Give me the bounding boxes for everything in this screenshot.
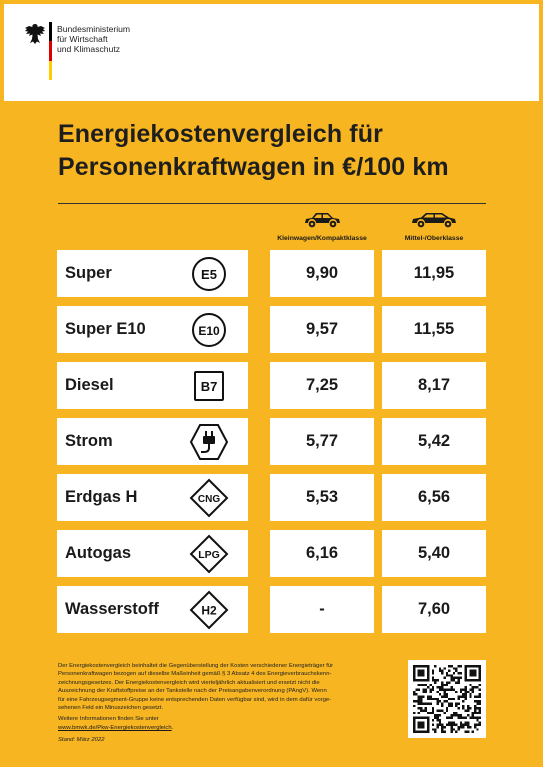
ministry-line: und Klimaschutz <box>57 44 121 54</box>
badge-label: B7 <box>201 379 218 394</box>
footnote-line: zeichnungsgesetzes. Der Energiekostenver… <box>58 679 320 686</box>
value-cell-small: 6,16 <box>270 530 374 577</box>
badge-label: E5 <box>201 267 217 282</box>
footnote: Der Energiekostenvergleich beinhaltet di… <box>58 662 404 745</box>
column-label: Mittel-/Oberklasse <box>404 235 464 242</box>
cng-badge-icon: CNG <box>189 478 229 518</box>
link-suffix: . <box>171 724 174 731</box>
price-value: 7,60 <box>417 600 451 618</box>
value-cell-small: 7,25 <box>270 362 374 409</box>
electric-plug-hexagon-icon <box>189 422 229 462</box>
page-title: Energiekostenvergleich für Personenkraft… <box>58 118 498 184</box>
fuel-name: Erdgas H <box>65 488 138 506</box>
fuel-name: Autogas <box>65 544 131 562</box>
qr-code-icon <box>413 665 481 733</box>
badge-label: LPG <box>198 549 220 561</box>
h2-badge-icon: H2 <box>189 590 229 630</box>
ministry-line: für Wirtschaft <box>57 34 108 44</box>
price-value: 8,17 <box>417 376 451 394</box>
fuel-row-diesel: Diesel B7 7,25 8,17 <box>57 362 487 409</box>
fuel-name-cell: Super E10 E10 <box>57 306 248 353</box>
column-header-large-cars: Mittel-/Oberklasse <box>382 211 486 242</box>
b7-badge-icon: B7 <box>189 366 229 406</box>
price-value: 5,53 <box>305 488 339 506</box>
price-value: - <box>319 600 325 618</box>
fuel-name: Super <box>65 264 112 282</box>
footnote-line: Personenkraftwagen bezogen auf dieselbe … <box>58 671 332 678</box>
price-value: 5,77 <box>305 432 339 450</box>
price-value: 11,95 <box>413 264 455 282</box>
title-divider <box>58 203 486 204</box>
value-cell-large: 11,55 <box>382 306 486 353</box>
fuel-name-cell: Strom <box>57 418 248 465</box>
more-info-link-line: www.bmwk.de/Pkw-Energiekostenvergleich. <box>58 724 404 732</box>
price-value: 7,25 <box>305 376 339 394</box>
stand-date: Stand: März 2022 <box>58 737 105 744</box>
value-cell-large: 11,95 <box>382 250 486 297</box>
fuel-name: Super E10 <box>65 320 146 338</box>
column-header-small-cars: Kleinwagen/Kompaktklasse <box>270 211 374 242</box>
value-cell-small: 9,90 <box>270 250 374 297</box>
info-link[interactable]: www.bmwk.de/Pkw-Energiekostenvergleich <box>58 724 172 731</box>
value-cell-large: 5,42 <box>382 418 486 465</box>
fuel-row-super: Super E5 9,90 11,95 <box>57 250 487 297</box>
fuel-name-cell: Wasserstoff H2 <box>57 586 248 633</box>
value-cell-large: 8,17 <box>382 362 486 409</box>
value-cell-small: 9,57 <box>270 306 374 353</box>
price-value: 9,90 <box>305 264 339 282</box>
title-line: Energiekostenvergleich für <box>58 120 383 148</box>
footnote-text: Der Energiekostenvergleich beinhaltet di… <box>58 662 404 712</box>
fuel-row-autogas: Autogas LPG 6,16 5,40 <box>57 530 487 577</box>
fuel-name-cell: Erdgas H CNG <box>57 474 248 521</box>
price-value: 6,16 <box>305 544 339 562</box>
fuel-name-cell: Diesel B7 <box>57 362 248 409</box>
value-cell-small: 5,53 <box>270 474 374 521</box>
fuel-name: Strom <box>65 432 113 450</box>
fuel-row-strom: Strom 5,77 5,42 <box>57 418 487 465</box>
price-value: 9,57 <box>305 320 339 338</box>
value-cell-large: 7,60 <box>382 586 486 633</box>
fuel-name: Wasserstoff <box>65 600 159 618</box>
column-label: Kleinwagen/Kompaktklasse <box>277 235 367 242</box>
value-cell-large: 6,56 <box>382 474 486 521</box>
fuel-row-wasserstoff: Wasserstoff H2 - 7,60 <box>57 586 487 633</box>
footnote-line: Auszeichnung der Kraftstoffpreise an der… <box>58 688 327 695</box>
value-cell-small: 5,77 <box>270 418 374 465</box>
more-info-text: Weitere Informationen finden Sie unter <box>58 716 159 723</box>
ministry-logo: Bundesministerium für Wirtschaft und Kli… <box>24 22 134 82</box>
price-value: 5,42 <box>417 432 451 450</box>
fuel-name-cell: Autogas LPG <box>57 530 248 577</box>
large-car-icon <box>412 213 456 228</box>
e5-badge-icon: E5 <box>189 254 229 294</box>
flag-stripe <box>49 22 52 80</box>
footnote-line: für eine Fahrzeugsegment-Gruppe keine en… <box>58 696 332 703</box>
badge-label: E10 <box>198 324 220 338</box>
fuel-name: Diesel <box>65 376 114 394</box>
small-car-icon <box>305 213 340 228</box>
badge-label: H2 <box>201 604 217 618</box>
price-value: 11,55 <box>413 320 455 338</box>
e10-badge-icon: E10 <box>189 310 229 350</box>
fuel-row-erdgas-h: Erdgas H CNG 5,53 6,56 <box>57 474 487 521</box>
federal-eagle-icon <box>25 24 45 44</box>
price-value: 5,40 <box>417 544 451 562</box>
lpg-badge-icon: LPG <box>189 534 229 574</box>
value-cell-small: - <box>270 586 374 633</box>
value-cell-large: 5,40 <box>382 530 486 577</box>
qr-code[interactable] <box>408 660 486 738</box>
title-line: Personenkraftwagen in €/100 km <box>58 153 449 181</box>
price-value: 6,56 <box>417 488 451 506</box>
fuel-name-cell: Super E5 <box>57 250 248 297</box>
badge-label: CNG <box>198 494 220 505</box>
ministry-line: Bundesministerium <box>57 24 131 34</box>
footnote-line: sehenen Feld ein Minuszeichen gesetzt. <box>58 705 164 712</box>
header-bar: Bundesministerium für Wirtschaft und Kli… <box>0 0 543 101</box>
fuel-row-super-e10: Super E10 E10 9,57 11,55 <box>57 306 487 353</box>
ministry-name: Bundesministerium für Wirtschaft und Kli… <box>57 24 147 54</box>
footnote-line: Der Energiekostenvergleich beinhaltet di… <box>58 663 334 669</box>
